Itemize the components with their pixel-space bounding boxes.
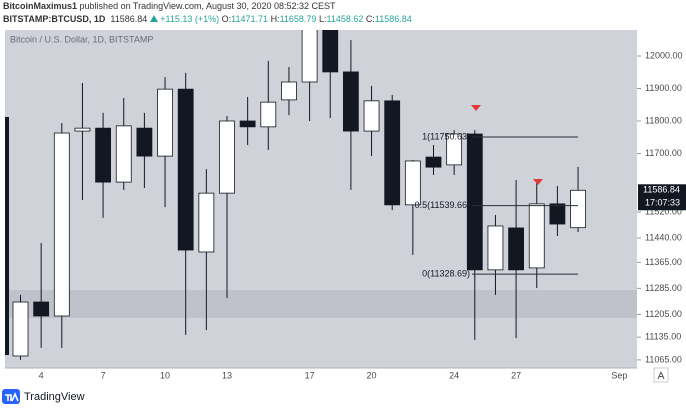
- stat-key: H:: [270, 14, 280, 24]
- auto-scale-button[interactable]: [653, 367, 669, 383]
- candle-body: [239, 120, 256, 128]
- x-tick-label: 24: [449, 370, 459, 380]
- candle-body: [487, 225, 504, 271]
- y-tick-label: 12000.00: [645, 50, 683, 60]
- stat-value: 11458.62: [326, 14, 364, 24]
- candle-body: [342, 71, 359, 132]
- candle-body: [549, 203, 566, 225]
- y-tick-label: 11065.00: [645, 354, 682, 364]
- candle-body: [219, 120, 235, 194]
- x-tick-label: 13: [222, 370, 232, 380]
- stat-value: 11586.84: [374, 14, 412, 24]
- candle-body: [508, 227, 525, 271]
- x-tick-label: Sep: [611, 370, 627, 380]
- fib-label: 0.5(11539.66): [415, 200, 470, 210]
- up-arrow: [149, 15, 158, 22]
- x-tick-label: 10: [160, 370, 170, 380]
- symbol-line: BITSTAMP:BTCUSD, 1D 11586.84 +115.13 (+1…: [3, 14, 412, 24]
- candle-body: [384, 100, 401, 206]
- brand: TradingView: [24, 391, 85, 403]
- stat-key: O:: [221, 14, 232, 24]
- y-tick-label: 11285.00: [645, 283, 682, 293]
- fib-label: 0(11328.69): [422, 269, 470, 279]
- support-zone: [5, 290, 637, 318]
- countdown: 17:07:33: [645, 198, 680, 208]
- candle-body: [53, 132, 70, 317]
- candle-body: [425, 156, 442, 168]
- x-tick-label: 27: [511, 370, 521, 380]
- x-tick-label: 20: [367, 370, 377, 380]
- marker: [471, 105, 481, 111]
- symbol: BITSTAMP:BTCUSD, 1D: [3, 14, 106, 24]
- stats: O:11471.71 H:11658.79 L:11458.62 C:11586…: [222, 14, 412, 24]
- chart-title: Bitcoin / U.S. Dollar, 1D, BITSTAMP: [10, 34, 153, 44]
- y-tick-label: 11205.00: [645, 309, 682, 319]
- candle-body: [177, 88, 194, 251]
- logo-mark: [5, 391, 19, 402]
- candle-body: [404, 160, 421, 206]
- y-tick-label: 11900.00: [645, 83, 682, 93]
- price: 11586.84: [110, 14, 148, 24]
- candle-body: [363, 100, 380, 132]
- candle-body: [301, 30, 318, 83]
- x-tick-label: 4: [39, 370, 44, 380]
- partial-candle: [5, 117, 9, 355]
- candle-body: [136, 127, 153, 157]
- y-tick-label: 11700.00: [645, 148, 682, 158]
- x-tick-label: 17: [305, 370, 315, 380]
- y-tick-label: 11800.00: [645, 115, 682, 125]
- y-tick-label: 11440.00: [645, 232, 682, 242]
- y-tick-label: 11135.00: [645, 332, 681, 342]
- y-tick-label: 11365.00: [645, 257, 682, 267]
- candle-body: [281, 81, 297, 101]
- stat-value: 11471.71: [231, 14, 269, 24]
- fib-label: 1(11750.63): [422, 131, 470, 141]
- price-box: [638, 184, 686, 211]
- candle-body: [260, 101, 277, 128]
- candle-body: [570, 189, 586, 229]
- candle-body: [95, 127, 111, 183]
- stat-key: L:: [318, 14, 327, 24]
- y-tick-label: 11520.00: [645, 206, 682, 216]
- publish-line: BitcoinMaximus1 published on TradingView…: [3, 1, 336, 11]
- stat-key: C:: [365, 14, 375, 24]
- candle-body: [33, 301, 50, 317]
- author: BitcoinMaximus1: [3, 1, 78, 11]
- auto-scale-icon: [657, 371, 665, 380]
- candle-body: [74, 127, 91, 132]
- published: published on TradingView.com, August 30,…: [79, 1, 336, 11]
- change: +115.13 (+1%): [160, 14, 220, 24]
- candle-body: [322, 30, 339, 73]
- candle-body: [466, 133, 483, 271]
- x-tick-label: 7: [101, 370, 106, 380]
- candle-body: [12, 301, 29, 357]
- last-price: 11586.84: [643, 185, 680, 195]
- candle-body: [115, 125, 132, 183]
- candle-body: [446, 133, 463, 166]
- stat-value: 11658.79: [279, 14, 317, 24]
- candle-body: [157, 88, 173, 157]
- candle-body: [528, 203, 545, 269]
- marker: [533, 179, 543, 185]
- candle-body: [198, 192, 215, 253]
